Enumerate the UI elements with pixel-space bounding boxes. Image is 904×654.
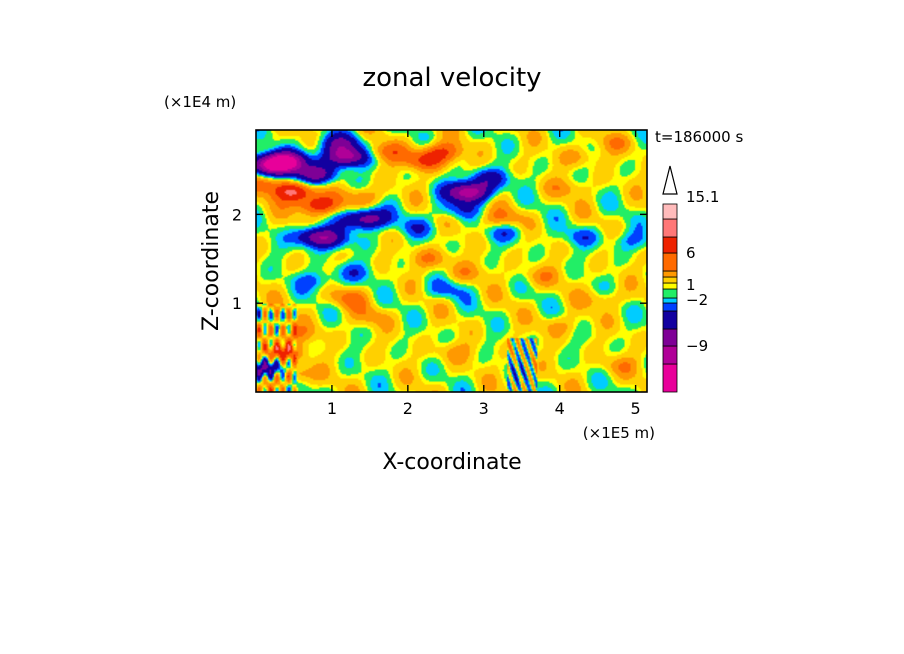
colorbar-label: −9	[686, 337, 708, 355]
colorbar-segment	[662, 282, 678, 290]
colorbar-segment	[662, 363, 678, 393]
x-tick-label: 4	[555, 399, 565, 418]
y-scale-note: (×1E4 m)	[164, 93, 236, 111]
colorbar-segment	[662, 328, 678, 347]
x-scale-note: (×1E5 m)	[583, 424, 655, 442]
y-tick-label: 1	[232, 294, 242, 313]
colorbar-segment	[662, 236, 678, 254]
x-axis: 1 2 3 4 5	[327, 130, 641, 418]
x-tick-label: 2	[403, 399, 413, 418]
x-tick-label: 3	[479, 399, 489, 418]
colorbar-segment	[662, 345, 678, 365]
plot-frame	[255, 129, 648, 393]
contour-field	[256, 130, 647, 392]
y-axis-label: Z-coordinate	[199, 191, 224, 331]
colorbar-segment	[662, 310, 678, 330]
x-axis-label: X-coordinate	[382, 450, 521, 475]
colorbar-extend-arrow	[662, 165, 678, 195]
colorbar-label: 15.1	[686, 188, 719, 206]
colorbar: 15.1 6 1−2 −9	[662, 165, 719, 393]
y-axis: 12	[232, 205, 647, 313]
x-tick-label: 5	[631, 399, 641, 418]
colorbar-label: −2	[686, 291, 708, 309]
colorbar-label: 1	[686, 276, 696, 294]
colorbar-label: 6	[686, 244, 696, 262]
x-tick-label: 1	[327, 399, 337, 418]
time-label: t=186000 s	[655, 128, 743, 146]
colorbar-segment	[662, 270, 678, 278]
plot-area	[255, 129, 648, 393]
colorbar-segment	[662, 218, 678, 238]
colorbar-segment	[662, 276, 678, 284]
colorbar-segment	[662, 252, 678, 272]
colorbar-segment	[662, 203, 678, 220]
colorbar-segment	[662, 288, 678, 299]
y-tick-label: 2	[232, 205, 242, 224]
colorbar-segment	[662, 302, 678, 312]
chart-title: zonal velocity	[362, 63, 541, 93]
colorbar-segment	[662, 297, 678, 304]
